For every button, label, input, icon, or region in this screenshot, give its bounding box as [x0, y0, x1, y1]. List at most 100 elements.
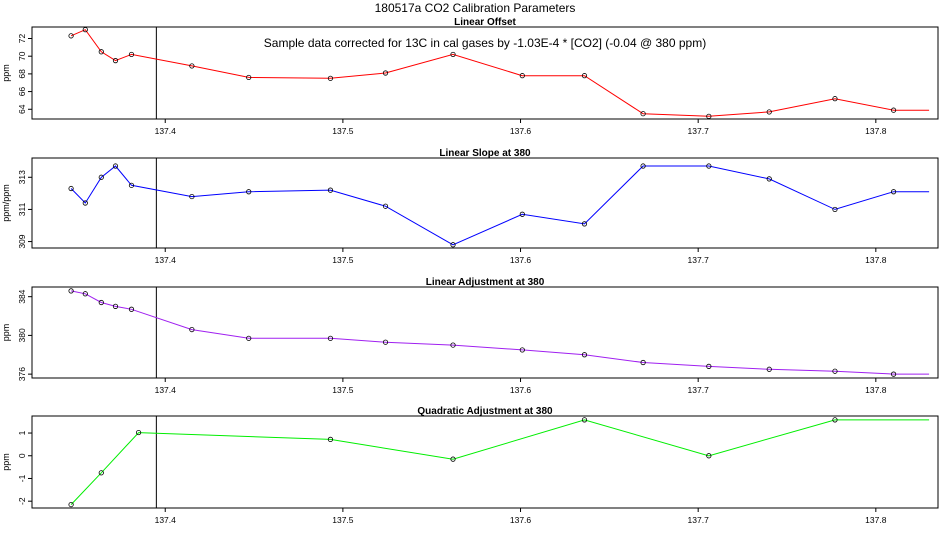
data-point: [68, 33, 74, 39]
data-point: [128, 182, 135, 188]
chart-panel-1: Linear Offset ppm 137.4 137.5 137.6 137.7 137.…: [1, 17, 939, 136]
y-tick-label: -2: [17, 497, 27, 505]
series-line: [70, 290, 930, 375]
data-point: [68, 501, 74, 508]
data-point: [832, 96, 838, 102]
x-tick-label: 137.5: [332, 385, 354, 395]
data-point: [82, 291, 88, 297]
data-point: [890, 107, 897, 113]
data-point: [327, 75, 334, 81]
data-point: [128, 306, 135, 312]
data-point: [832, 206, 838, 213]
y-tick-label: -1: [17, 474, 27, 482]
figure-title: 180517a CO2 Calibration Parameters: [375, 1, 576, 15]
data-point: [640, 163, 646, 169]
data-point: [832, 417, 838, 423]
series-line: [70, 419, 930, 505]
data-point: [706, 163, 712, 169]
x-tick-label: 137.5: [332, 255, 354, 265]
x-tick-label: 137.7: [688, 385, 710, 395]
x-tick-label: 137.8: [865, 385, 887, 395]
panel-title: Quadratic Adjustment at 380: [417, 406, 553, 417]
data-point: [450, 456, 456, 462]
y-tick-label: 68: [17, 69, 27, 79]
data-point: [246, 189, 252, 195]
y-tick-label: 64: [17, 104, 27, 114]
data-point: [98, 49, 104, 55]
data-point: [890, 189, 897, 195]
data-point: [68, 185, 74, 192]
data-point: [98, 470, 104, 476]
data-point: [382, 70, 389, 76]
x-tick-label: 137.8: [865, 126, 887, 136]
plot-frame: [31, 157, 939, 249]
panel-title: Linear Offset: [454, 17, 516, 28]
data-point: [450, 51, 456, 58]
y-tick-label: 309: [17, 234, 27, 248]
data-point: [82, 200, 88, 206]
series-line: [70, 165, 930, 246]
x-tick-label: 137.4: [155, 385, 177, 395]
data-point: [112, 163, 119, 169]
y-axis-label: ppm: [1, 453, 11, 471]
data-point: [519, 347, 525, 353]
y-tick-label: 1: [17, 430, 27, 435]
data-point: [640, 111, 646, 117]
data-point: [82, 27, 88, 33]
y-tick-label: 380: [17, 328, 27, 342]
y-tick-label: 376: [17, 367, 27, 381]
data-point: [706, 453, 712, 459]
data-point: [189, 326, 195, 333]
chart-panel-3: Linear Adjustment at 380 ppm 137.4 137.5 137…: [1, 277, 939, 395]
data-point: [98, 299, 104, 306]
x-tick-label: 137.6: [510, 385, 532, 395]
data-point: [327, 335, 334, 341]
data-point: [450, 242, 456, 248]
x-tick-label: 137.7: [688, 126, 710, 136]
data-point: [382, 339, 389, 345]
chart-panel-4: Quadratic Adjustment at 380 ppm 137.4 137.5…: [1, 406, 939, 525]
x-tick-label: 137.4: [155, 515, 177, 525]
data-point: [766, 366, 772, 372]
x-tick-label: 137.8: [865, 255, 887, 265]
data-point: [450, 342, 456, 348]
plot-frame: [31, 26, 939, 120]
x-tick-label: 137.4: [155, 255, 177, 265]
data-point: [581, 352, 588, 358]
chart-panel-2: Linear Slope at 380 ppm/ppm 137.4 137.5 137.…: [1, 148, 939, 265]
x-tick-label: 137.6: [510, 515, 532, 525]
data-point: [766, 109, 772, 115]
y-tick-label: 384: [17, 289, 27, 303]
data-point: [327, 187, 334, 193]
data-point: [246, 335, 252, 341]
series-line: [70, 29, 930, 117]
data-point: [112, 58, 119, 64]
y-tick-label: 311: [17, 202, 27, 216]
x-tick-label: 137.5: [332, 126, 354, 136]
data-point: [706, 113, 712, 119]
data-point: [706, 363, 712, 369]
data-point: [189, 63, 195, 69]
data-point: [766, 176, 772, 182]
data-point: [519, 211, 525, 217]
x-tick-label: 137.7: [688, 255, 710, 265]
data-point: [832, 368, 838, 374]
plot-frame: [31, 286, 939, 379]
y-tick-label: 72: [17, 34, 27, 44]
data-point: [128, 51, 135, 58]
y-tick-label: 313: [17, 170, 27, 184]
y-tick-label: 0: [17, 453, 27, 458]
data-point: [68, 288, 74, 294]
y-tick-label: 66: [17, 87, 27, 97]
calibration-note: Sample data corrected for 13C in cal gas…: [264, 36, 706, 50]
data-point: [112, 303, 119, 309]
panel-title: Linear Slope at 380: [439, 148, 531, 159]
x-tick-label: 137.8: [865, 515, 887, 525]
x-tick-label: 137.6: [510, 126, 532, 136]
panel-title: Linear Adjustment at 380: [426, 277, 545, 288]
y-axis-label: ppm: [1, 324, 11, 342]
data-point: [581, 417, 588, 423]
data-point: [135, 429, 142, 436]
